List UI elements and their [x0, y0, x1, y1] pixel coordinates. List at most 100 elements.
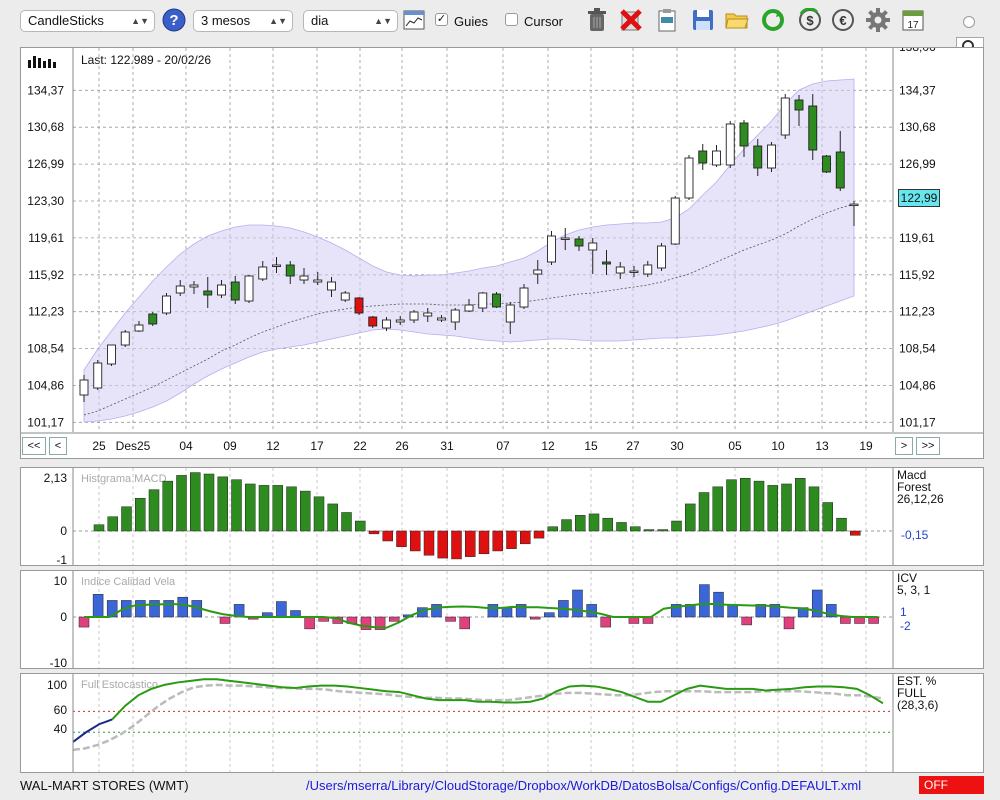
macd-bar	[465, 530, 476, 557]
guides-checkbox[interactable]: ✓	[435, 13, 448, 26]
macd-bar	[616, 522, 627, 532]
help-icon[interactable]: ?	[161, 7, 187, 33]
candle-body	[780, 97, 790, 136]
macd-bar	[190, 472, 201, 532]
currency-dollar-icon[interactable]: $	[797, 7, 823, 33]
macd-bar	[437, 530, 448, 559]
candle	[340, 291, 350, 302]
icv-bar	[840, 616, 851, 624]
candle-body	[217, 284, 226, 296]
bollinger-band	[83, 78, 855, 423]
macd-bar	[107, 516, 118, 532]
candle	[423, 308, 433, 322]
macd-bar	[533, 530, 545, 539]
period-select[interactable]: 3 mesos ▲▼	[193, 10, 293, 32]
date-axis-label: 25	[92, 439, 106, 453]
refresh-icon[interactable]	[760, 7, 786, 33]
icv-bar	[92, 594, 104, 618]
candle-body	[835, 151, 845, 189]
candle	[767, 142, 776, 172]
interval-value: dia	[311, 13, 329, 28]
macd-bar	[423, 530, 435, 556]
candle	[808, 94, 818, 160]
nav-first-button[interactable]: <<	[22, 437, 46, 455]
nav-last-button[interactable]: >>	[916, 437, 940, 455]
chart-window-icon[interactable]	[401, 7, 427, 33]
price-axis-label-top: 138,06	[899, 48, 936, 54]
icv-bar	[431, 604, 442, 618]
nav-prev-button[interactable]: <	[49, 437, 67, 455]
candle	[505, 302, 515, 334]
main-chart-panel[interactable]: Last: 122.989 - 20/02/26 134,37 134,37 130…	[20, 47, 984, 459]
stoch-legend-2: FULL	[897, 686, 927, 700]
macd-histogram-chart: Histgrama MACD 2,13 0 -1 Macd Forest 26,…	[44, 468, 944, 565]
date-axis-label: 04	[179, 439, 193, 453]
date-axis-label: 05	[728, 439, 742, 453]
price-chart[interactable]: Last: 122.989 - 20/02/26 134,37 134,37130…	[21, 48, 983, 458]
icv-title: Indice Calidad Vela	[81, 576, 176, 588]
calendar-icon[interactable]: 17	[900, 7, 926, 33]
price-axis-label-left: 112,23	[28, 305, 64, 319]
macd-legend-2: Forest	[897, 480, 932, 494]
icv-bar	[374, 616, 386, 630]
candle	[327, 277, 336, 297]
candle-body	[120, 331, 130, 346]
candle-body	[244, 275, 254, 302]
macd-panel[interactable]: Histgrama MACD 2,13 0 -1 Macd Forest 26,…	[20, 467, 984, 566]
icv-panel[interactable]: Indice Calidad Vela 10 0 -10 ICV 5, 3, 1…	[20, 570, 984, 669]
off-indicator[interactable]: OFF	[919, 776, 984, 794]
macd-bar	[355, 520, 366, 532]
icv-bar	[304, 616, 315, 630]
candle	[588, 238, 598, 274]
candle-body	[588, 242, 598, 251]
main-panel-radio[interactable]	[963, 16, 975, 28]
candle-body	[533, 269, 543, 275]
cursor-checkbox[interactable]	[505, 13, 518, 26]
macd-bar	[671, 520, 682, 532]
macd-bar	[396, 530, 407, 547]
currency-euro-icon[interactable]: €	[830, 7, 856, 33]
icv-bar	[755, 604, 767, 618]
folder-open-icon[interactable]	[724, 7, 750, 33]
candle-body	[698, 150, 708, 164]
stochastic-panel[interactable]: Full Estocastico 100 60 40 EST. % FULL (…	[20, 673, 984, 773]
macd-bar	[231, 479, 242, 532]
macd-bar	[795, 478, 806, 532]
config-path-link[interactable]: /Users/mserra/Library/CloudStorage/Dropb…	[306, 778, 862, 793]
macd-bar	[478, 530, 490, 555]
macd-bar	[148, 489, 160, 532]
chart-type-select[interactable]: CandleSticks ▲▼	[20, 10, 155, 32]
nav-next-button[interactable]: >	[895, 437, 913, 455]
macd-bar	[602, 517, 613, 532]
candle	[120, 330, 130, 347]
icv-bar	[529, 616, 541, 620]
gear-icon[interactable]	[865, 7, 891, 33]
clipboard-icon[interactable]	[654, 7, 680, 33]
candle	[615, 262, 625, 279]
macd-bar	[506, 530, 517, 549]
candle	[148, 312, 158, 326]
icv-bar	[219, 616, 231, 624]
date-axis-label: 19	[859, 439, 873, 453]
candle-body	[340, 292, 350, 301]
candle-body	[725, 123, 735, 166]
save-icon[interactable]	[690, 7, 716, 33]
candle-body	[492, 293, 501, 308]
stochastic-d-line	[72, 683, 884, 752]
candle	[602, 250, 611, 275]
macd-bar	[575, 515, 586, 532]
candle	[822, 155, 831, 173]
date-axis-label: 10	[771, 439, 785, 453]
macd-y-zero: 0	[60, 524, 67, 538]
delete-icon[interactable]	[618, 7, 644, 33]
price-axis-label-right: 115,92	[899, 268, 935, 282]
candle	[437, 315, 446, 322]
candle	[285, 261, 295, 284]
icv-legend-1: ICV	[897, 571, 917, 585]
candle-body	[505, 304, 515, 323]
trash-icon[interactable]	[584, 7, 610, 33]
interval-select[interactable]: dia ▲▼	[303, 10, 398, 32]
candle	[107, 344, 116, 366]
candle	[382, 317, 391, 331]
macd-bar	[382, 530, 393, 542]
